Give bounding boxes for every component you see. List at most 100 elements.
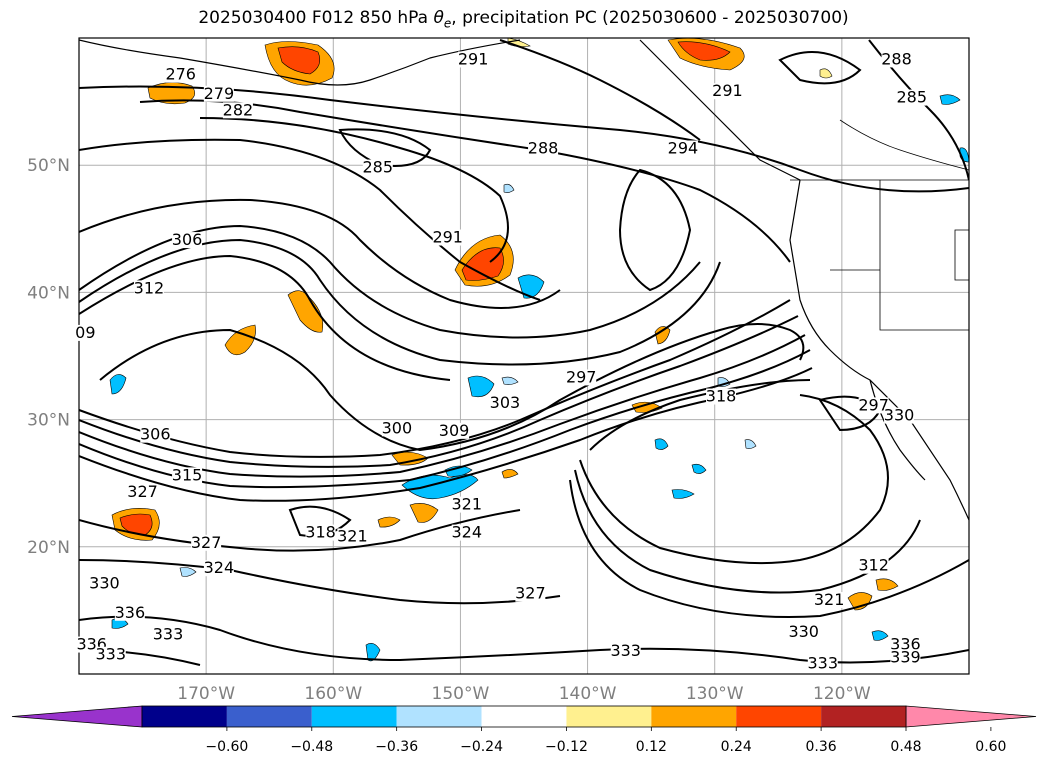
contour-label-bg — [881, 51, 912, 68]
contour-label-bg — [439, 422, 470, 439]
contour-label: 324 — [204, 558, 235, 577]
contour-label-bg — [890, 649, 921, 666]
contour-label-bg — [70, 324, 101, 341]
contour-label: 318 — [706, 387, 737, 406]
contour-label: 291 — [432, 228, 463, 247]
latitude-label: 20°N — [27, 538, 70, 558]
contour-line — [79, 349, 811, 489]
contour-label-bg — [172, 232, 203, 249]
contour-label: 306 — [172, 230, 203, 249]
contour-label-bg — [610, 642, 641, 659]
contour-label: 291 — [458, 49, 489, 68]
latitude-label: 50°N — [27, 156, 70, 176]
contour-label: 330 — [884, 406, 915, 425]
state-border — [879, 180, 969, 331]
contour-line — [618, 168, 692, 292]
contour-line — [499, 39, 701, 141]
contour-label-bg — [133, 280, 164, 297]
map-frame — [78, 37, 970, 675]
colorbar-tick-label: −0.48 — [290, 739, 333, 755]
contour-label: 321 — [337, 526, 368, 545]
contour-label: 297 — [858, 395, 889, 414]
contour-label-bg — [451, 496, 482, 513]
contour-label: 291 — [712, 81, 743, 100]
contour-label-bg — [458, 51, 489, 68]
contour-line — [79, 138, 541, 301]
contour-line — [79, 334, 806, 478]
colorbar-tick-label: 0.36 — [806, 739, 837, 755]
contour-line — [79, 254, 451, 381]
contour-label-bg — [515, 585, 546, 602]
contour-label-bg — [788, 623, 819, 640]
colorbar-tick-label: −0.60 — [205, 739, 248, 755]
contour-line — [199, 117, 509, 263]
contour-label: 300 — [382, 418, 413, 437]
contour-label: 333 — [153, 624, 184, 643]
colorbar-swatch — [142, 706, 227, 727]
contour-label-bg — [203, 560, 234, 577]
colorbar-tick-label: 0.48 — [890, 739, 921, 755]
alaska-panhandle-coast — [639, 39, 801, 181]
contour-label-bg — [114, 604, 145, 621]
contour-label-bg — [362, 159, 393, 176]
colorbar-extend-high — [905, 705, 1037, 728]
contour-label-bg — [89, 575, 120, 592]
contour-line — [338, 128, 432, 167]
contour-label: 279 — [204, 84, 235, 103]
alaska-coast — [79, 39, 521, 86]
contour-label: 327 — [191, 533, 222, 552]
north-america-coast — [789, 179, 969, 521]
contour-label-bg — [305, 524, 336, 541]
contour-label-bg — [203, 85, 234, 102]
colorbar-extend-low — [11, 705, 143, 728]
colorbar-swatch — [736, 706, 822, 727]
contour-line — [778, 51, 862, 85]
contour-label-bg — [566, 369, 597, 386]
contour-label: 327 — [515, 584, 546, 603]
longitude-label: 140°W — [559, 684, 617, 704]
contour-line — [79, 299, 791, 458]
contour-label: 315 — [172, 465, 203, 484]
contour-label-bg — [165, 66, 196, 83]
contour-label: 330 — [788, 622, 819, 641]
colorbar-swatch — [651, 706, 737, 727]
contour-label-bg — [858, 397, 889, 414]
contour-label: 282 — [223, 100, 254, 119]
contour-label: 333 — [808, 654, 839, 673]
contour-label-bg — [95, 646, 126, 663]
contour-label-bg — [858, 557, 889, 574]
contour-label: 333 — [96, 645, 127, 664]
contour-label: 324 — [452, 523, 483, 542]
colorbar-tick-label: −0.36 — [375, 739, 418, 755]
contour-label-bg — [432, 229, 463, 246]
contour-label: 288 — [881, 49, 912, 68]
contour-label-bg — [489, 394, 520, 411]
contour-label: 318 — [305, 523, 336, 542]
contour-label-bg — [381, 420, 412, 437]
contour-label: 312 — [858, 556, 889, 575]
colorbar-swatch — [226, 706, 312, 727]
contour-label-bg — [451, 524, 482, 541]
contour-label-bg — [807, 655, 838, 672]
contour-label: 306 — [140, 425, 171, 444]
state-border — [954, 229, 969, 281]
contour-label-bg — [896, 89, 927, 106]
contour-label: 288 — [528, 138, 559, 157]
contour-label: 312 — [134, 278, 165, 297]
colorbar-tick-label: −0.12 — [545, 739, 588, 755]
longitude-label: 170°W — [177, 684, 235, 704]
coastlines — [79, 39, 969, 521]
contour-label-bg — [528, 140, 559, 157]
contour-line — [79, 238, 721, 366]
contour-label: 309 — [439, 421, 470, 440]
contour-line — [579, 394, 889, 565]
contour-label: 327 — [127, 482, 158, 501]
contour-line — [79, 559, 561, 605]
contour-line — [99, 323, 805, 452]
colorbar-swatch — [481, 706, 567, 727]
contour-label-bg — [191, 534, 222, 551]
colorbar-tick-label: 0.12 — [636, 739, 667, 755]
contour-label-bg — [712, 83, 743, 100]
contour-label: 336 — [890, 635, 921, 654]
